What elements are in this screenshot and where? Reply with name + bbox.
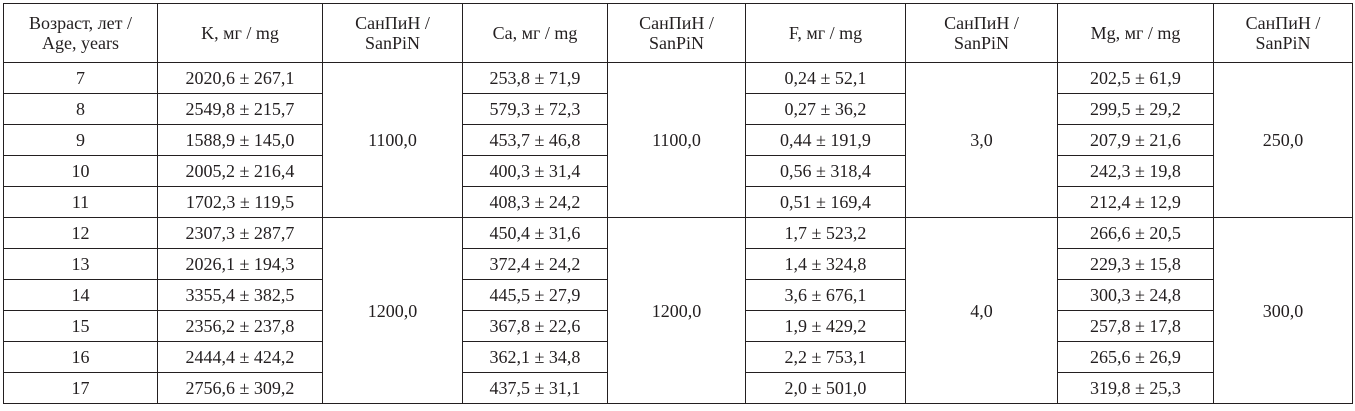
value-cell: 2356,2 ± 237,8 — [157, 310, 323, 342]
value-cell: 0,56 ± 318,4 — [745, 155, 906, 187]
value-cell: 229,3 ± 15,8 — [1057, 248, 1214, 280]
table-row: 7 2020,6 ± 267,1 1100,0 253,8 ± 71,9 1100,0 0… — [3, 62, 1353, 218]
table-row: 17 2756,6 ± 309,2 437,5 ± 31,1 2,0 ± 501,0 3… — [3, 372, 1353, 404]
age-cell: 11 — [3, 186, 158, 218]
value-cell: 300,3 ± 24,8 — [1057, 279, 1214, 311]
header-cell: F, мг / mg — [745, 3, 906, 63]
header-cell: Возраст, лет / Age, years — [3, 3, 158, 63]
norm-cell: 1100,0 — [322, 62, 463, 218]
header-cell: СанПиН / SanPiN — [905, 3, 1058, 63]
age-cell: 17 — [3, 372, 158, 404]
value-cell: 1,9 ± 429,2 — [745, 310, 906, 342]
value-cell: 3355,4 ± 382,5 — [157, 279, 323, 311]
table-row: 13 2026,1 ± 194,3 372,4 ± 24,2 1,4 ± 324,8 2… — [3, 248, 1353, 280]
value-cell: 0,27 ± 36,2 — [745, 93, 906, 125]
norm-cell: 250,0 — [1213, 62, 1353, 218]
header-cell: СанПиН / SanPiN — [322, 3, 463, 63]
value-cell: 2307,3 ± 287,7 — [157, 217, 323, 249]
table-row: 12 2307,3 ± 287,7 1200,0 450,4 ± 31,6 1200,0… — [3, 217, 1353, 404]
value-cell: 453,7 ± 46,8 — [462, 124, 608, 156]
value-cell: 2026,1 ± 194,3 — [157, 248, 323, 280]
value-cell: 3,6 ± 676,1 — [745, 279, 906, 311]
age-cell: 16 — [3, 341, 158, 373]
header-cell: Mg, мг / mg — [1057, 3, 1214, 63]
table-row: 14 3355,4 ± 382,5 445,5 ± 27,9 3,6 ± 676,1 3… — [3, 279, 1353, 311]
value-cell: 1,4 ± 324,8 — [745, 248, 906, 280]
header-cell: СанПиН / SanPiN — [607, 3, 746, 63]
table-body: 7 2020,6 ± 267,1 1100,0 253,8 ± 71,9 1100,0 0… — [3, 62, 1353, 404]
value-cell: 253,8 ± 71,9 — [462, 62, 608, 94]
norm-cell: 3,0 — [905, 62, 1058, 218]
value-cell: 257,8 ± 17,8 — [1057, 310, 1214, 342]
age-cell: 15 — [3, 310, 158, 342]
table-row: 15 2356,2 ± 237,8 367,8 ± 22,6 1,9 ± 429,2 2… — [3, 310, 1353, 342]
header-row: Возраст, лет / Age, years K, мг / mg СанПи… — [3, 3, 1353, 63]
value-cell: 207,9 ± 21,6 — [1057, 124, 1214, 156]
age-cell: 7 — [3, 62, 158, 94]
value-cell: 2444,4 ± 424,2 — [157, 341, 323, 373]
header-cell: Ca, мг / mg — [462, 3, 608, 63]
value-cell: 362,1 ± 34,8 — [462, 341, 608, 373]
table-row: 9 1588,9 ± 145,0 453,7 ± 46,8 0,44 ± 191,9 2… — [3, 124, 1353, 156]
value-cell: 1,7 ± 523,2 — [745, 217, 906, 249]
value-cell: 2005,2 ± 216,4 — [157, 155, 323, 187]
norm-cell: 4,0 — [905, 217, 1058, 404]
value-cell: 1588,9 ± 145,0 — [157, 124, 323, 156]
value-cell: 2020,6 ± 267,1 — [157, 62, 323, 94]
value-cell: 202,5 ± 61,9 — [1057, 62, 1214, 94]
norm-cell: 1200,0 — [322, 217, 463, 404]
value-cell: 212,4 ± 12,9 — [1057, 186, 1214, 218]
value-cell: 2,2 ± 753,1 — [745, 341, 906, 373]
value-cell: 437,5 ± 31,1 — [462, 372, 608, 404]
value-cell: 319,8 ± 25,3 — [1057, 372, 1214, 404]
header-cell: K, мг / mg — [157, 3, 323, 63]
value-cell: 2,0 ± 501,0 — [745, 372, 906, 404]
value-cell: 579,3 ± 72,3 — [462, 93, 608, 125]
age-cell: 13 — [3, 248, 158, 280]
table-row: 11 1702,3 ± 119,5 408,3 ± 24,2 0,51 ± 169,4… — [3, 186, 1353, 218]
norm-cell: 1100,0 — [607, 62, 746, 218]
age-cell: 10 — [3, 155, 158, 187]
data-table: Возраст, лет / Age, years K, мг / mg СанПи… — [3, 3, 1353, 404]
header-cell: СанПиН / SanPiN — [1213, 3, 1353, 63]
age-cell: 8 — [3, 93, 158, 125]
value-cell: 2756,6 ± 309,2 — [157, 372, 323, 404]
value-cell: 372,4 ± 24,2 — [462, 248, 608, 280]
value-cell: 445,5 ± 27,9 — [462, 279, 608, 311]
norm-cell: 1200,0 — [607, 217, 746, 404]
age-cell: 14 — [3, 279, 158, 311]
value-cell: 0,51 ± 169,4 — [745, 186, 906, 218]
table-row: 16 2444,4 ± 424,2 362,1 ± 34,8 2,2 ± 753,1 2… — [3, 341, 1353, 373]
value-cell: 408,3 ± 24,2 — [462, 186, 608, 218]
value-cell: 367,8 ± 22,6 — [462, 310, 608, 342]
value-cell: 266,6 ± 20,5 — [1057, 217, 1214, 249]
value-cell: 450,4 ± 31,6 — [462, 217, 608, 249]
age-cell: 12 — [3, 217, 158, 249]
value-cell: 265,6 ± 26,9 — [1057, 341, 1214, 373]
value-cell: 0,24 ± 52,1 — [745, 62, 906, 94]
value-cell: 400,3 ± 31,4 — [462, 155, 608, 187]
norm-cell: 300,0 — [1213, 217, 1353, 404]
value-cell: 2549,8 ± 215,7 — [157, 93, 323, 125]
table-row: 8 2549,8 ± 215,7 579,3 ± 72,3 0,27 ± 36,2 29… — [3, 93, 1353, 125]
value-cell: 242,3 ± 19,8 — [1057, 155, 1214, 187]
value-cell: 0,44 ± 191,9 — [745, 124, 906, 156]
value-cell: 299,5 ± 29,2 — [1057, 93, 1214, 125]
table-row: 10 2005,2 ± 216,4 400,3 ± 31,4 0,56 ± 318,4… — [3, 155, 1353, 187]
age-cell: 9 — [3, 124, 158, 156]
value-cell: 1702,3 ± 119,5 — [157, 186, 323, 218]
